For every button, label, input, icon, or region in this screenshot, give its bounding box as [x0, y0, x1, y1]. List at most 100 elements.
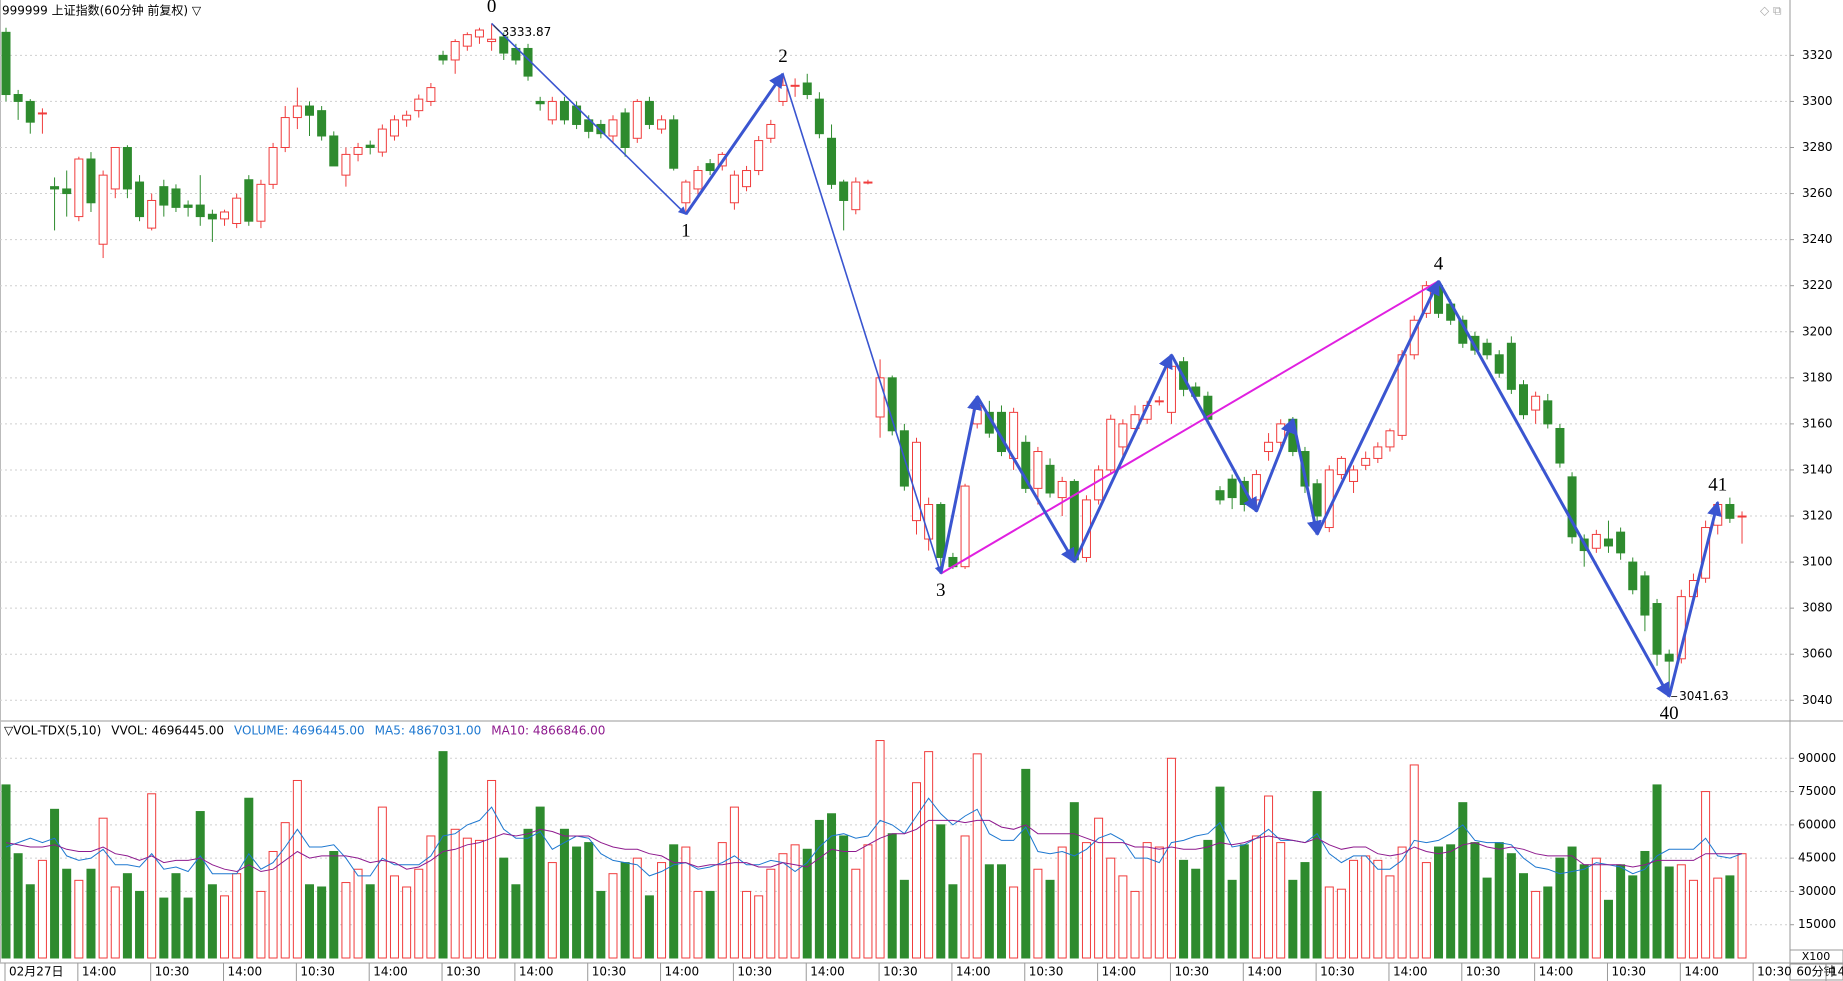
x-tick-label: 14:00	[1684, 965, 1719, 979]
candle-body	[50, 186, 60, 190]
candle-body	[1094, 469, 1104, 501]
volume-bar	[1069, 802, 1079, 959]
volume-bar	[305, 884, 314, 959]
volume-bar	[147, 793, 157, 959]
candle-body	[74, 158, 84, 218]
volume-bar	[729, 806, 739, 959]
window-icons[interactable]: ◇ ⧉	[1760, 4, 1782, 18]
candle-body	[462, 34, 472, 47]
candle-body	[511, 47, 521, 61]
volume-bar	[414, 868, 424, 959]
volume-bar	[268, 850, 278, 959]
y-tick-label: 3140	[1802, 462, 1833, 476]
volume-bar	[292, 779, 302, 959]
candle-body	[547, 100, 557, 121]
volume-bar	[1324, 886, 1334, 959]
wave-line	[939, 394, 982, 574]
volume-bar	[1142, 842, 1152, 959]
candle-body	[1106, 418, 1116, 471]
volume-bar	[1336, 888, 1346, 959]
volume-y-tick-label: 15000	[1798, 917, 1836, 931]
volume-bar	[1081, 842, 1091, 959]
volume-bar	[996, 864, 1006, 959]
volume-bar	[1494, 842, 1504, 959]
candle-body	[1494, 354, 1504, 374]
y-tick-label: 3080	[1802, 601, 1833, 615]
candle-body	[86, 158, 96, 204]
candle-body	[256, 183, 266, 222]
volume-bar	[499, 857, 509, 959]
candle-body	[499, 36, 509, 54]
volume-bar	[1421, 862, 1431, 959]
volume-bar	[1033, 868, 1043, 959]
channel-line	[940, 280, 1440, 575]
volume-bar	[523, 828, 533, 959]
x-tick-label: 10:30	[155, 965, 190, 979]
candle-body	[171, 188, 181, 208]
volume-bar	[74, 879, 84, 959]
candle-body	[377, 128, 387, 153]
volume-bar	[912, 782, 921, 959]
candle-body	[1591, 533, 1601, 549]
volume-bar	[462, 837, 472, 959]
candle-body	[1227, 478, 1237, 499]
volume-bar	[353, 868, 363, 959]
x-tick-label: 14:00	[519, 965, 554, 979]
x-tick-label: 10:30	[1320, 965, 1355, 979]
volume-bar	[426, 835, 436, 959]
volume-ma10-line	[5, 819, 1742, 873]
volume-bar	[438, 751, 448, 959]
x-tick-label: 02月27日	[9, 965, 64, 979]
candle-body	[644, 100, 654, 125]
volume-bar	[863, 844, 873, 959]
candle-body	[1, 31, 11, 96]
candle-body	[912, 441, 921, 522]
candle-body	[620, 112, 630, 148]
wave-line	[782, 73, 943, 575]
volume-bar	[1349, 859, 1359, 959]
volume-y-tick-label: 75000	[1798, 784, 1836, 798]
candle-body	[778, 84, 788, 102]
volume-bar	[37, 859, 47, 959]
volume-bar	[98, 817, 108, 959]
candle-body	[135, 181, 145, 218]
volume-bar	[1239, 844, 1249, 959]
candle-body	[851, 181, 861, 211]
candle-body	[1543, 400, 1553, 425]
candle-body	[875, 377, 885, 418]
volume-bar	[183, 897, 193, 959]
volume-bar	[25, 884, 35, 959]
period-box[interactable]	[1789, 963, 1843, 981]
x-tick-label: 14:00	[373, 965, 408, 979]
candle-body	[98, 174, 108, 245]
candle-body	[1166, 365, 1176, 413]
wave-line	[1315, 279, 1440, 536]
volume-bar	[195, 811, 205, 959]
wave-line	[1667, 500, 1722, 697]
volume-bar	[1021, 768, 1031, 959]
volume-bar	[511, 884, 521, 959]
volume-bar	[596, 890, 606, 959]
extreme-pointer	[493, 25, 500, 32]
volume-bar	[778, 853, 788, 959]
candle-body	[438, 54, 448, 61]
volume-bar	[1555, 857, 1565, 959]
candle-body	[681, 181, 691, 204]
volume-bar	[280, 822, 290, 959]
volume-bar	[1312, 791, 1322, 959]
candle-body	[596, 123, 606, 135]
volume-bar	[62, 868, 72, 959]
volume-bar	[1009, 886, 1019, 959]
volume-bar	[960, 835, 970, 959]
volume-bar	[135, 890, 145, 959]
wave-line	[975, 395, 1076, 564]
volume-bar	[827, 813, 837, 959]
candle-body	[268, 146, 278, 185]
volume-header-item: MA5: 4867031.00	[375, 724, 482, 738]
volume-bar	[657, 862, 667, 959]
volume-bar	[1409, 764, 1419, 959]
x-tick-label: 14:00	[82, 965, 117, 979]
volume-bar	[1373, 859, 1383, 959]
volume-bar	[681, 846, 691, 959]
